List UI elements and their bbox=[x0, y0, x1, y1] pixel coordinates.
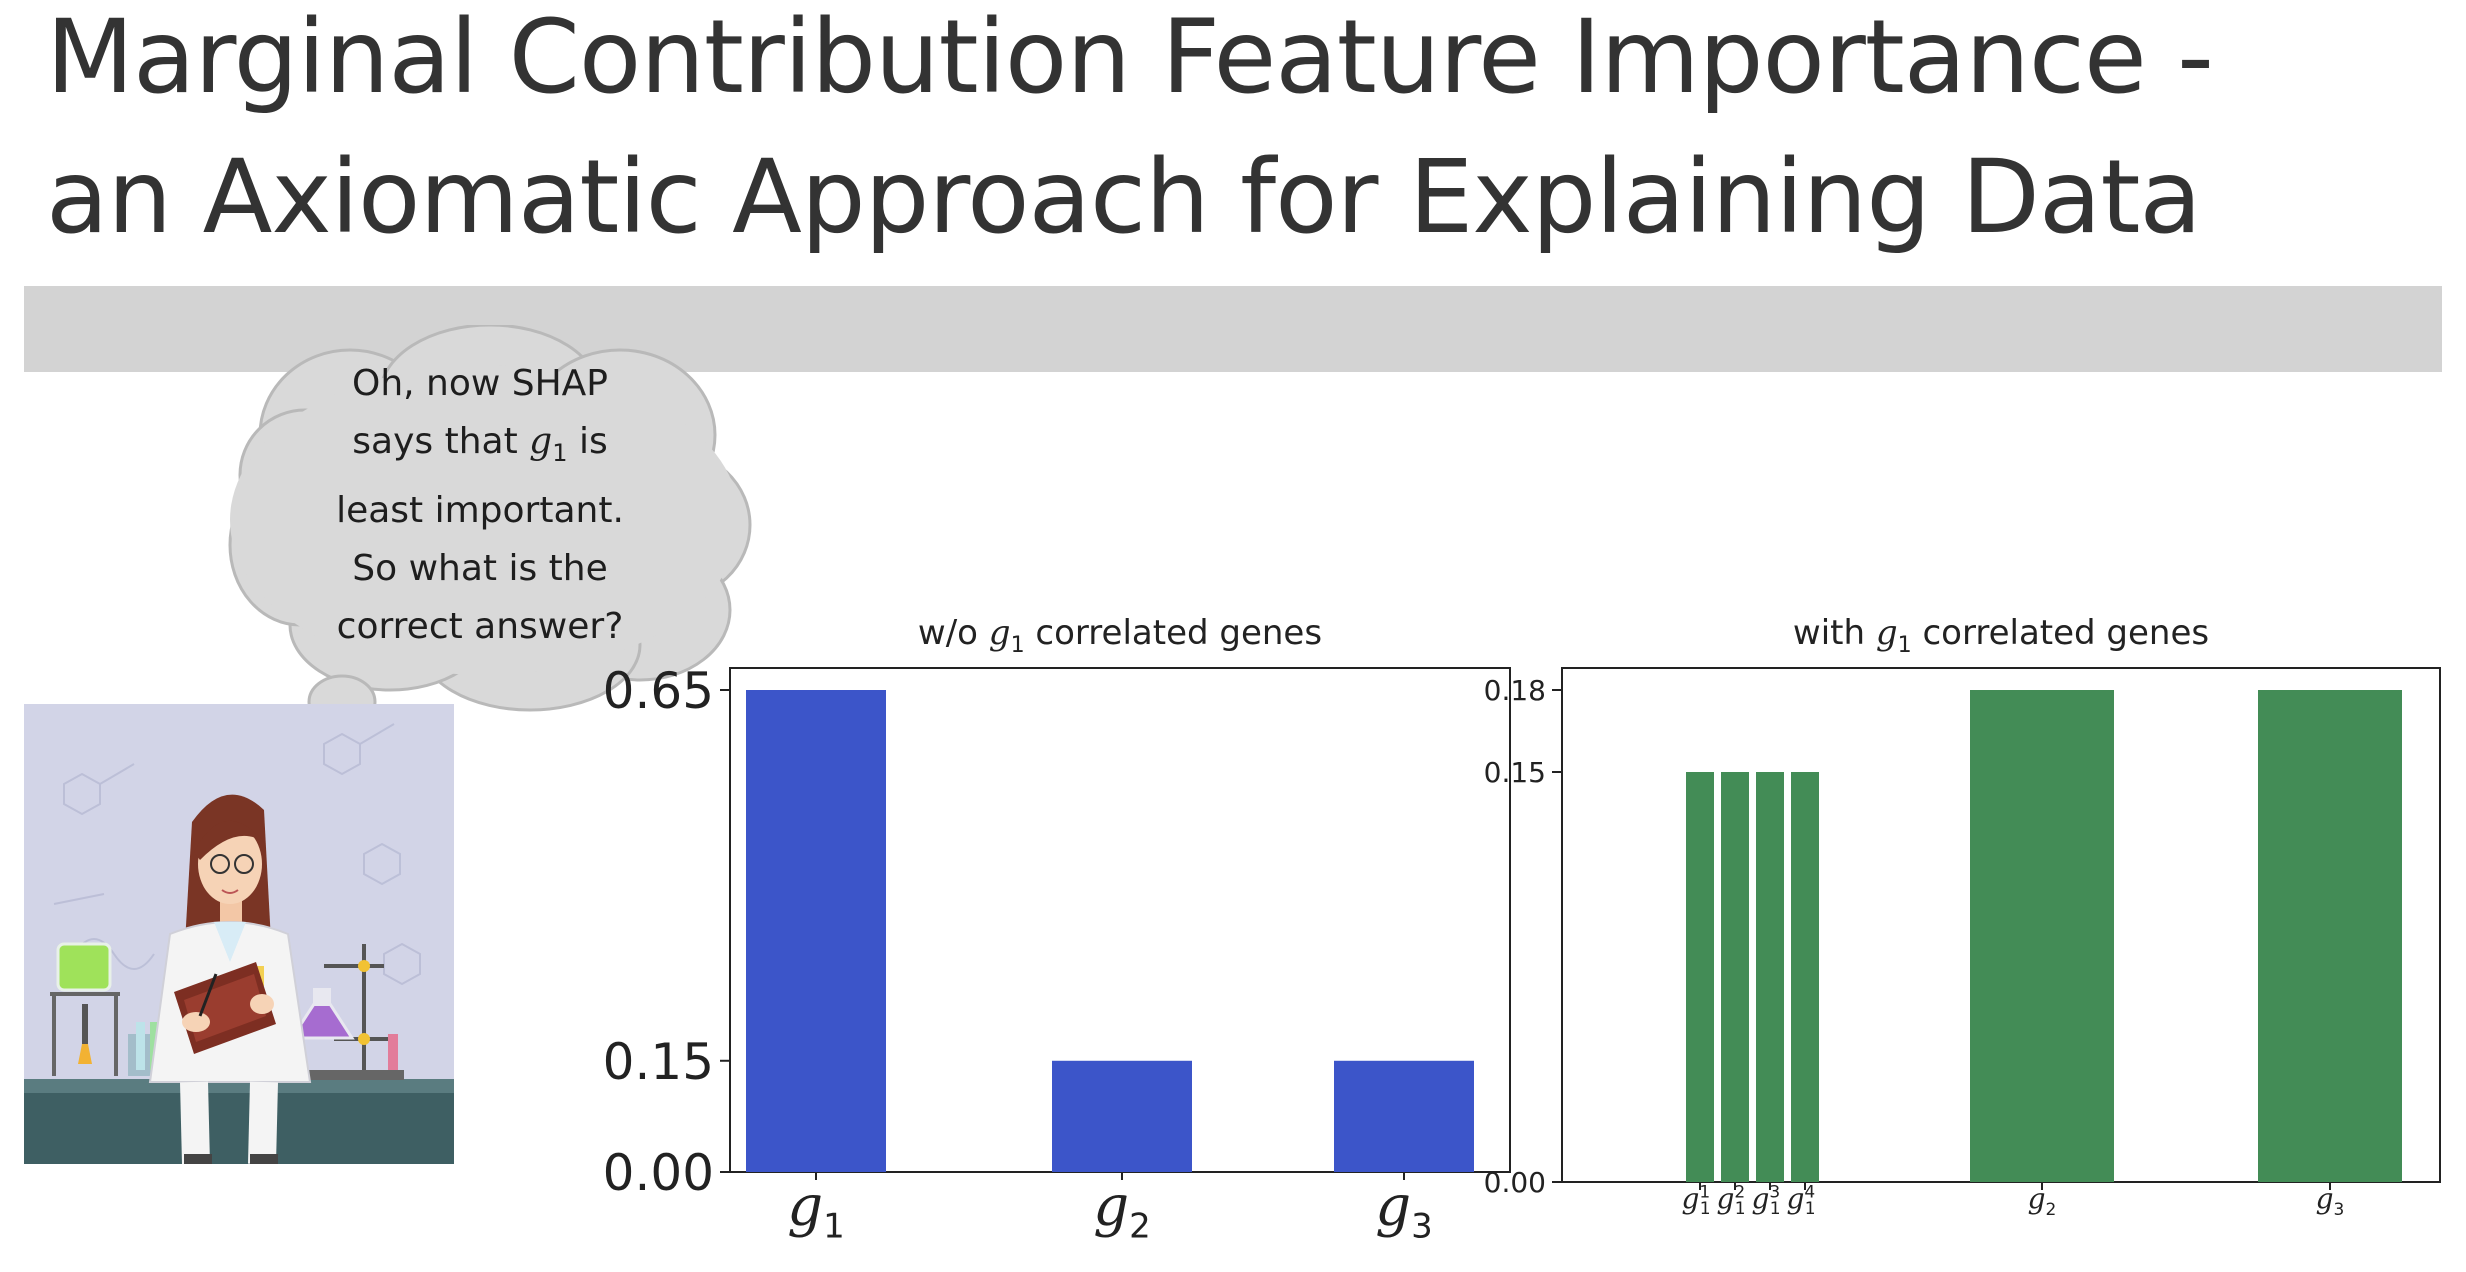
thought-bubble-cloud bbox=[228, 325, 752, 775]
bar-5 bbox=[1970, 690, 2114, 1182]
thought-bubble-text: Oh, now SHAP says that g1 is least impor… bbox=[280, 355, 680, 656]
bar-6 bbox=[2258, 690, 2402, 1182]
x-tick-label: g3 bbox=[2316, 1183, 2345, 1220]
x-tick-label: g3 1 bbox=[1751, 1182, 1780, 1219]
x-tick-label: g4 1 bbox=[1786, 1182, 1815, 1219]
bar-4 bbox=[1791, 772, 1819, 1182]
slide-title-line-1: Marginal Contribution Feature Importance… bbox=[46, 0, 2214, 117]
x-tick-label: g3 bbox=[1375, 1174, 1433, 1246]
slide-title-line-2: an Axiomatic Approach for Explaining Dat… bbox=[46, 138, 2202, 257]
scientist-illustration bbox=[24, 704, 454, 1164]
thought-line: says that g1 is bbox=[352, 421, 608, 468]
thought-line: So what is the bbox=[352, 548, 608, 590]
y-tick-label: 0.65 bbox=[603, 662, 714, 720]
y-tick-label: 0.00 bbox=[603, 1144, 714, 1202]
x-tick-label: g2 1 bbox=[1716, 1182, 1745, 1219]
bar-2 bbox=[1721, 772, 1749, 1182]
chart-title: with g1 correlated genes bbox=[1793, 613, 2209, 658]
y-tick-label: 0.18 bbox=[1484, 674, 1546, 707]
bar-3 bbox=[1334, 1060, 1474, 1172]
y-tick-label: 0.15 bbox=[603, 1033, 714, 1091]
thought-line: least important. bbox=[336, 490, 624, 532]
y-tick-label: 0.00 bbox=[1484, 1166, 1546, 1199]
y-tick-label: 0.15 bbox=[1484, 756, 1546, 789]
bar-1 bbox=[746, 690, 886, 1172]
bar-3 bbox=[1756, 772, 1784, 1182]
chart-title: w/o g1 correlated genes bbox=[918, 613, 1322, 658]
x-tick-label: g2 bbox=[1093, 1174, 1151, 1246]
x-tick-label: g1 bbox=[787, 1174, 845, 1246]
x-tick-label: g1 1 bbox=[1681, 1182, 1710, 1219]
thought-line: correct answer? bbox=[336, 606, 624, 648]
x-tick-label: g2 bbox=[2028, 1183, 2057, 1220]
bar-1 bbox=[1686, 772, 1714, 1182]
thought-line: Oh, now SHAP bbox=[351, 363, 609, 404]
bar-2 bbox=[1052, 1060, 1192, 1172]
